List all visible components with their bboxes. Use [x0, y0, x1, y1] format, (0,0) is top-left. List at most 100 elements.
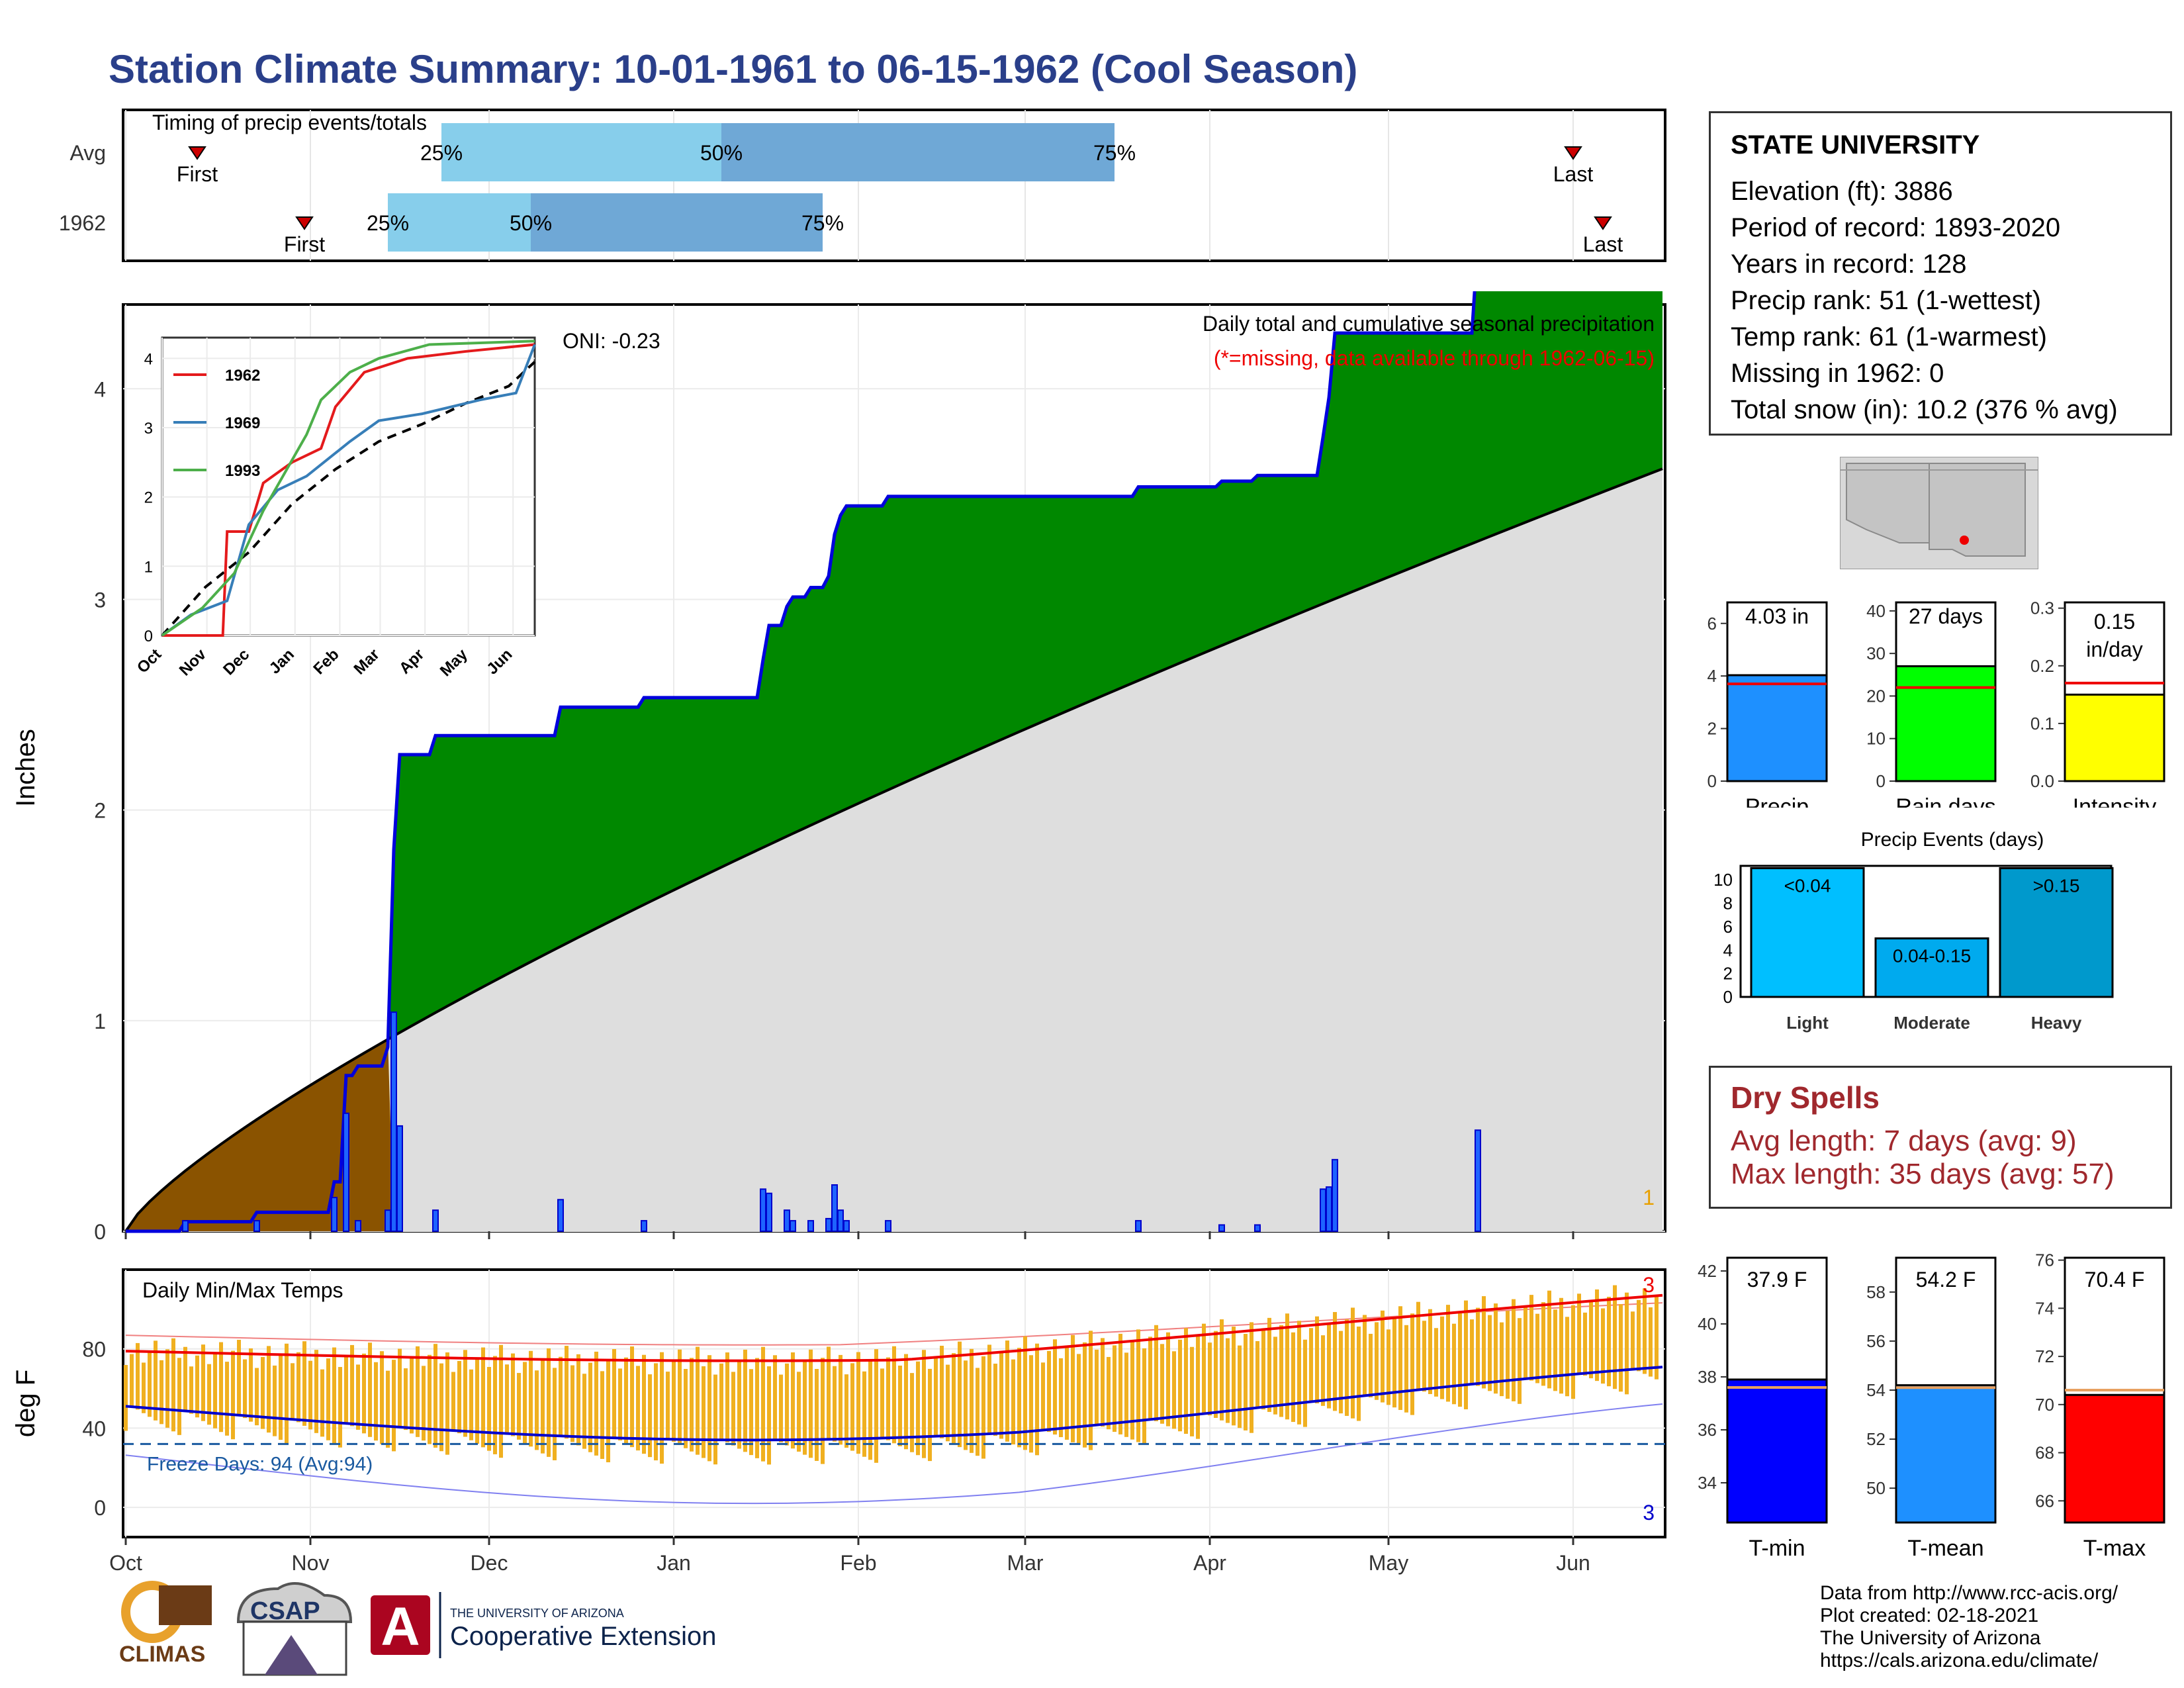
temp-gauge-tick-label: 52 [1866, 1429, 1886, 1449]
daily-temp-bar [499, 1344, 503, 1458]
daily-temp-bar [1190, 1346, 1194, 1436]
daily-temp-bar [1255, 1340, 1259, 1407]
daily-temp-bar [576, 1354, 580, 1446]
daily-temp-bar [827, 1346, 831, 1439]
daily-temp-bar [964, 1360, 968, 1450]
y-axis-label: Inches [11, 729, 40, 807]
daily-temp-bar [1238, 1345, 1242, 1429]
daily-temp-bar [1541, 1302, 1545, 1386]
events-tick-label: 4 [1723, 940, 1733, 960]
daily-temp-bar [672, 1360, 676, 1442]
daily-temp-bar [862, 1371, 866, 1457]
daily-temp-bar [1535, 1313, 1539, 1383]
daily-temp-bar [719, 1363, 723, 1440]
daily-temp-bar [428, 1354, 432, 1444]
daily-temp-bar [1524, 1306, 1527, 1378]
daily-temp-bar [1440, 1316, 1444, 1399]
freeze-days-label: Freeze Days: 94 (Avg:94) [147, 1453, 373, 1475]
ua-bottom-text: Cooperative Extension [450, 1622, 716, 1651]
daily-temp-bar [654, 1363, 658, 1461]
daily-temp-bar [1279, 1325, 1283, 1417]
precip-gauge-bar [1726, 674, 1828, 782]
daily-temp-bar [850, 1363, 854, 1451]
y-tick-label: 4 [94, 377, 106, 401]
timing-pct-label: 25% [367, 211, 409, 235]
daily-temp-bar [398, 1348, 402, 1427]
dry-spells-panel: Dry Spells Avg length: 7 days (avg: 9) M… [1709, 1066, 2172, 1209]
daily-temp-bar [1607, 1297, 1611, 1387]
temp-gauge-tick-label: 58 [1866, 1282, 1886, 1302]
daily-temp-bar [374, 1362, 378, 1441]
precip-gauge-tick-label: 20 [1866, 686, 1886, 706]
daily-precip-bar [253, 1220, 260, 1233]
daily-temp-bar [1482, 1296, 1486, 1389]
daily-precip-bar [766, 1192, 772, 1233]
daily-temp-bar [1571, 1305, 1575, 1399]
csap-text: CSAP [250, 1597, 320, 1625]
daily-temp-bar [1643, 1288, 1647, 1374]
daily-temp-bar [1637, 1299, 1641, 1372]
precip-gauge-tick-label: 30 [1866, 643, 1886, 663]
precip-gauge-tick-label: 6 [1707, 614, 1717, 633]
temp-gauge-value: 70.4 F [2085, 1268, 2145, 1291]
daily-temp-bar [737, 1360, 741, 1449]
daily-precip-bar [385, 1209, 391, 1232]
x-tick-label: May [1369, 1551, 1408, 1575]
timing-pct-label: 75% [801, 211, 844, 235]
above-normal-area [126, 291, 1662, 1231]
daily-precip-bar [790, 1220, 796, 1233]
daily-temp-bar [1547, 1290, 1551, 1389]
daily-temp-bar [981, 1356, 985, 1459]
timing-bar-25-50 [441, 123, 721, 181]
daily-temp-bar [642, 1354, 646, 1454]
daily-temp-bar [624, 1357, 628, 1444]
daily-temp-bar [142, 1362, 146, 1413]
daily-temp-bar [678, 1349, 682, 1445]
station-name: STATE UNIVERSITY [1731, 130, 1980, 160]
daily-temp-bar [529, 1350, 533, 1447]
timing-bar-50-75 [531, 193, 823, 252]
daily-temp-bar [517, 1373, 521, 1440]
precip-gauge-tick-label: 10 [1866, 729, 1886, 749]
daily-temp-bar [1327, 1323, 1331, 1409]
daily-temp-bar [922, 1350, 926, 1458]
daily-temp-bar [916, 1361, 920, 1456]
daily-temp-bar [1631, 1311, 1635, 1369]
daily-temp-bar [237, 1339, 241, 1415]
daily-temp-bar [1363, 1315, 1367, 1395]
daily-temp-bar [839, 1354, 842, 1445]
daily-temp-bar [1130, 1340, 1134, 1440]
daily-temp-bar [731, 1372, 735, 1446]
daily-temp-bar [1315, 1316, 1319, 1404]
daily-precip-bar [807, 1220, 814, 1233]
precip-gauge-tick-label: 0.2 [2030, 656, 2054, 676]
daily-temp-bar [993, 1364, 997, 1436]
daily-temp-bar [356, 1364, 360, 1430]
daily-temp-bar [416, 1346, 420, 1437]
daily-precip-bar [760, 1188, 766, 1233]
daily-temp-bar [1154, 1325, 1158, 1421]
timing-marker [295, 216, 314, 230]
daily-temp-bar [898, 1365, 902, 1446]
daily-precip-bar [182, 1220, 189, 1233]
daily-temp-bar [1589, 1301, 1593, 1379]
daily-temp-bar [267, 1346, 271, 1433]
station-info-panel: STATE UNIVERSITY Elevation (ft): 3886 Pe… [1709, 111, 2172, 436]
precip-gauge-label: Intensity [2073, 794, 2157, 808]
daily-temp-bar [523, 1362, 527, 1444]
events-bar [1750, 867, 1865, 998]
daily-temp-bar [1351, 1307, 1355, 1419]
daily-temp-bar [136, 1342, 140, 1410]
daily-temp-bar [1410, 1313, 1414, 1415]
precip-gauge-tick-label: 4 [1707, 666, 1717, 686]
daily-temp-bar [1333, 1312, 1337, 1411]
daily-temp-bar [987, 1344, 991, 1433]
daily-temp-bar [886, 1357, 890, 1440]
daily-temp-bar [702, 1366, 705, 1458]
daily-temp-bar [195, 1355, 199, 1418]
daily-temp-bar [1583, 1312, 1587, 1376]
daily-temp-bar [1357, 1326, 1361, 1421]
daily-temp-bar [815, 1369, 819, 1461]
daily-temp-chart: 0 40 80 deg F Freeze Days: 94 (Avg:94) Daily … [11, 1268, 1666, 1575]
daily-temp-bar [302, 1341, 306, 1426]
